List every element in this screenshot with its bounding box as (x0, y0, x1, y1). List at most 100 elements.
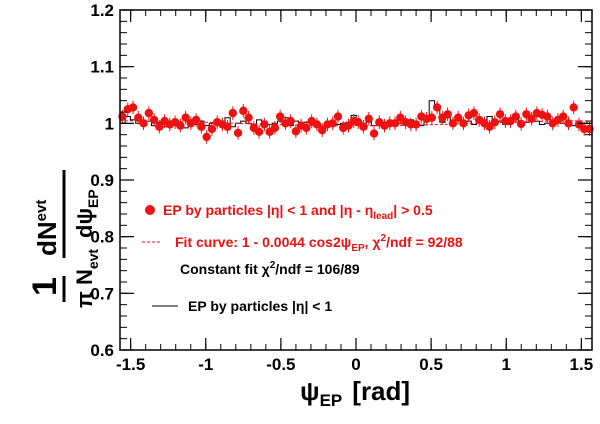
x-axis: -1.5 -1 -0.5 0 0.5 1 1.5 (116, 10, 593, 374)
data-point (511, 112, 521, 121)
y-axis: 0.6 0.7 0.8 0.9 1 1.1 1.2 (90, 1, 592, 360)
data-point (411, 120, 421, 129)
legend-constant-sup: 2 (270, 260, 276, 271)
legend-constant-text: Constant fit χ (180, 261, 270, 277)
y-tick-label: 0.6 (90, 341, 114, 360)
data-point (569, 103, 578, 112)
legend: EP by particles |η| < 1 and |η - ηlead| … (142, 202, 463, 314)
y-axis-dn-main: dN (32, 221, 62, 256)
data-point (202, 132, 211, 142)
y-tick-label: 0.8 (90, 228, 114, 247)
data-point (207, 124, 217, 134)
x-tick-label: -1 (198, 355, 213, 374)
legend-fit-sub: EP (351, 243, 365, 254)
data-point (197, 122, 206, 131)
legend-points-sub: lead (373, 211, 393, 222)
data-point (254, 127, 264, 137)
data-point (369, 129, 379, 138)
data-point (432, 103, 442, 112)
data-point (490, 118, 500, 127)
legend-points-text: EP by particles |η| < 1 and |η - η (163, 202, 373, 218)
data-point (459, 119, 468, 128)
y-axis-title-dpsi: dψEP (72, 189, 101, 238)
data-point (275, 112, 285, 121)
data-point (516, 119, 526, 129)
data-point (448, 119, 458, 128)
data-point (364, 114, 373, 124)
y-axis-dpsi-main: dψ (72, 208, 97, 238)
data-point (286, 116, 295, 126)
legend-entry-constant: Constant fit χ2/ndf = 106/89 (180, 260, 360, 277)
legend-fit-text: Fit curve: 1 - 0.0044 cos2ψ (175, 234, 351, 250)
y-tick-label: 0.9 (90, 171, 114, 190)
data-point (239, 106, 248, 116)
data-point (317, 125, 327, 135)
data-point (558, 112, 568, 121)
data-point (453, 113, 463, 122)
y-axis-title-one: 1 (26, 277, 64, 296)
data-point (191, 115, 201, 125)
data-point (181, 113, 190, 122)
y-tick-label: 0.7 (90, 284, 114, 303)
data-point (443, 110, 452, 119)
x-tick-label: -1.5 (116, 355, 145, 374)
data-point (155, 122, 164, 131)
y-axis-title-dn: dNevt (32, 200, 62, 256)
x-tick-label: 0.5 (419, 355, 443, 374)
data-point (134, 113, 143, 122)
legend-constant-after: /ndf = 106/89 (275, 261, 360, 277)
legend-entry-points: EP by particles |η| < 1 and |η - ηlead| … (163, 202, 433, 222)
y-tick-label: 1.1 (90, 58, 114, 77)
data-point (427, 113, 437, 122)
x-tick-label: 0 (351, 355, 360, 374)
data-point (228, 108, 238, 118)
data-point (233, 128, 243, 138)
data-point (139, 119, 148, 128)
data-point (144, 108, 154, 118)
data-point (149, 115, 159, 125)
points-series (118, 100, 594, 144)
y-axis-pi-n-sub: evt (85, 249, 101, 270)
y-axis-dn-sub: evt (33, 200, 50, 222)
y-axis-dpsi-sub: EP (85, 189, 101, 208)
data-point (312, 120, 322, 129)
y-axis-title-pi-n: π Nevt (72, 249, 101, 308)
legend-marker-points (145, 205, 155, 215)
x-axis-title: ψEP [rad] (300, 376, 410, 410)
y-axis-pi-n-main: π N (72, 269, 97, 308)
data-point (543, 112, 552, 121)
data-point (390, 119, 400, 128)
data-point (495, 110, 505, 119)
fit-curve-series (120, 120, 592, 127)
data-point (223, 122, 232, 131)
data-point (469, 108, 479, 118)
x-axis-title-main: ψ (300, 376, 320, 406)
data-point (359, 122, 368, 131)
data-point (564, 119, 573, 128)
x-tick-label: 1 (502, 355, 511, 374)
legend-entry-fit: Fit curve: 1 - 0.0044 cos2ψEP, χ2/ndf = … (175, 233, 463, 254)
data-point (328, 119, 337, 128)
legend-fit-mid: , χ (365, 234, 381, 250)
data-point (128, 103, 138, 112)
data-point (176, 121, 185, 130)
x-tick-label: 1.5 (570, 355, 594, 374)
legend-points-after: | > 0.5 (393, 202, 433, 218)
data-point (244, 113, 253, 122)
legend-fit-after: /ndf = 92/88 (386, 234, 463, 250)
y-tick-label: 1 (105, 114, 114, 133)
y-axis-title: 1 π Nevt dNevt dψEP (26, 170, 101, 308)
data-point (302, 123, 311, 133)
data-point (260, 120, 269, 129)
x-axis-title-unit: [rad] (352, 376, 410, 406)
fit-curve-line (120, 120, 592, 127)
x-tick-label: -0.5 (266, 355, 295, 374)
data-point (291, 127, 301, 136)
data-point (527, 114, 536, 124)
data-point (333, 112, 343, 121)
y-tick-label: 1.2 (90, 1, 114, 20)
legend-entry-histogram: EP by particles |η| < 1 (188, 298, 332, 314)
legend-fit-sup: 2 (381, 233, 387, 244)
